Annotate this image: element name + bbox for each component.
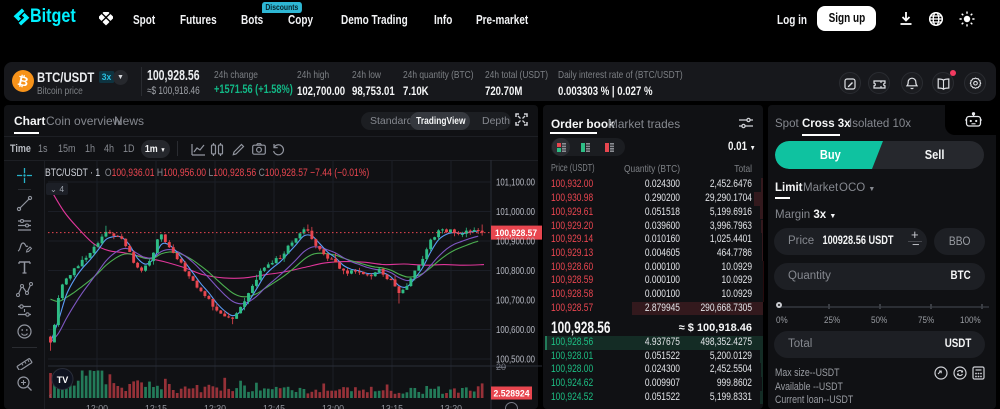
svg-text:101,000.00: 101,000.00 bbox=[496, 207, 535, 218]
svg-text:12:45: 12:45 bbox=[263, 404, 285, 409]
svg-text:100,900.00: 100,900.00 bbox=[496, 237, 535, 248]
svg-text:13:15: 13:15 bbox=[381, 404, 403, 409]
svg-text:2.528924: 2.528924 bbox=[494, 389, 531, 400]
svg-text:20: 20 bbox=[496, 362, 506, 372]
svg-text:TV: TV bbox=[57, 375, 69, 385]
svg-text:100,928.57: 100,928.57 bbox=[495, 228, 537, 239]
svg-text:100,700.00: 100,700.00 bbox=[496, 296, 535, 307]
svg-text:13:20: 13:20 bbox=[440, 404, 462, 409]
svg-text:₿: ₿ bbox=[16, 73, 30, 90]
svg-text:‹: ‹ bbox=[49, 391, 52, 400]
svg-text:12:15: 12:15 bbox=[145, 404, 167, 409]
svg-text:13:00: 13:00 bbox=[322, 404, 344, 409]
svg-text:100,600.00: 100,600.00 bbox=[496, 325, 535, 336]
svg-text:12:30: 12:30 bbox=[204, 404, 226, 409]
svg-text:101,100.00: 101,100.00 bbox=[496, 178, 535, 189]
svg-text:12:00: 12:00 bbox=[86, 404, 108, 409]
svg-text:100,800.00: 100,800.00 bbox=[496, 266, 535, 277]
svg-text:100,500.00: 100,500.00 bbox=[496, 355, 535, 366]
